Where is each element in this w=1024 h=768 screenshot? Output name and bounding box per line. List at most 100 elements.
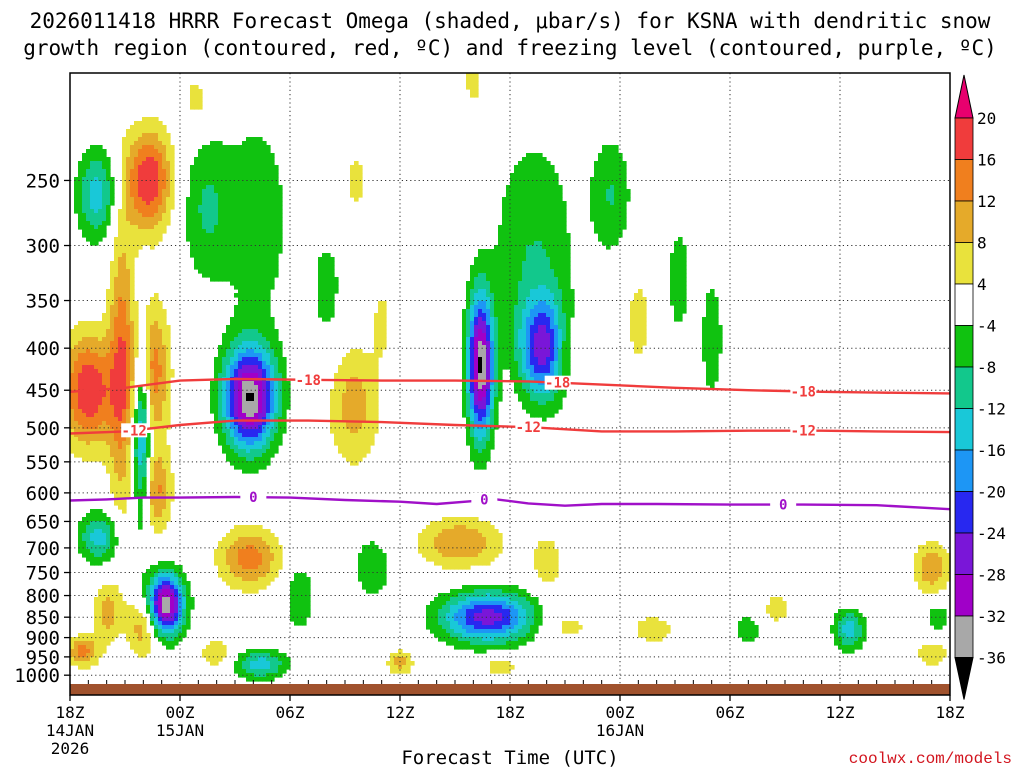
- omega-cell: [494, 309, 499, 314]
- omega-cell: [514, 341, 519, 346]
- omega-cell: [546, 285, 551, 290]
- omega-cell: [226, 185, 231, 190]
- omega-cell: [274, 261, 279, 266]
- omega-cell: [562, 225, 567, 230]
- omega-cell: [230, 397, 235, 402]
- omega-cell: [134, 137, 139, 142]
- omega-cell: [254, 189, 259, 194]
- omega-cell: [542, 385, 547, 390]
- omega-cell: [610, 189, 615, 194]
- omega-cell: [542, 205, 547, 210]
- omega-cell: [718, 349, 723, 354]
- omega-cell: [338, 373, 343, 378]
- omega-cell: [526, 317, 531, 322]
- omega-cell: [562, 209, 567, 214]
- omega-cell: [542, 249, 547, 254]
- omega-cell: [82, 397, 87, 402]
- omega-cell: [218, 409, 223, 414]
- omega-cell: [78, 225, 83, 230]
- omega-cell: [258, 273, 263, 278]
- omega-cell: [262, 325, 267, 330]
- omega-cell: [546, 253, 551, 258]
- omega-cell: [502, 261, 507, 266]
- omega-cell: [86, 165, 91, 170]
- omega-cell: [522, 193, 527, 198]
- omega-cell: [98, 161, 103, 166]
- omega-cell: [546, 293, 551, 298]
- omega-cell: [98, 177, 103, 182]
- omega-cell: [334, 289, 339, 294]
- omega-cell: [190, 173, 195, 178]
- omega-cell: [214, 249, 219, 254]
- omega-cell: [270, 345, 275, 350]
- omega-cell: [106, 333, 111, 338]
- omega-cell: [94, 425, 99, 430]
- omega-cell: [478, 317, 483, 322]
- omega-cell: [542, 377, 547, 382]
- omega-cell: [550, 297, 555, 302]
- omega-cell: [470, 353, 475, 358]
- omega-cell: [158, 373, 163, 378]
- omega-cell: [498, 245, 503, 250]
- omega-cell: [206, 225, 211, 230]
- omega-cell: [70, 385, 75, 390]
- omega-cell: [158, 357, 163, 362]
- omega-cell: [606, 229, 611, 234]
- omega-cell: [102, 169, 107, 174]
- omega-cell: [214, 217, 219, 222]
- omega-cell: [198, 237, 203, 242]
- omega-cell: [90, 377, 95, 382]
- omega-cell: [210, 409, 215, 414]
- omega-cell: [254, 409, 259, 414]
- omega-cell: [138, 245, 143, 250]
- omega-cell: [166, 161, 171, 166]
- omega-cell: [470, 385, 475, 390]
- omega-cell: [226, 201, 231, 206]
- omega-cell: [258, 401, 263, 406]
- omega-cell: [282, 365, 287, 370]
- omega-cell: [710, 373, 715, 378]
- omega-cell: [558, 217, 563, 222]
- omega-cell: [230, 361, 235, 366]
- omega-cell: [514, 301, 519, 306]
- omega-cell: [602, 233, 607, 238]
- omega-cell: [126, 149, 131, 154]
- omega-cell: [486, 257, 491, 262]
- omega-cell: [130, 277, 135, 282]
- omega-cell: [162, 177, 167, 182]
- omega-cell: [622, 209, 627, 214]
- omega-cell: [242, 181, 247, 186]
- omega-cell: [86, 349, 91, 354]
- omega-cell: [494, 289, 499, 294]
- omega-cell: [370, 365, 375, 370]
- omega-cell: [262, 425, 267, 430]
- omega-cell: [94, 397, 99, 402]
- omega-cell: [234, 365, 239, 370]
- omega-cell: [502, 265, 507, 270]
- omega-cell: [278, 221, 283, 226]
- omega-cell: [514, 237, 519, 242]
- omega-cell: [122, 201, 127, 206]
- omega-cell: [150, 393, 155, 398]
- omega-cell: [350, 405, 355, 410]
- omega-cell: [254, 169, 259, 174]
- omega-cell: [126, 321, 131, 326]
- omega-cell: [226, 353, 231, 358]
- omega-cell: [158, 413, 163, 418]
- omega-cell: [506, 269, 511, 274]
- omega-cell: [202, 257, 207, 262]
- omega-cell: [122, 185, 127, 190]
- omega-cell: [602, 229, 607, 234]
- omega-cell: [154, 153, 159, 158]
- omega-cell: [194, 213, 199, 218]
- omega-cell: [118, 341, 123, 346]
- omega-cell: [382, 345, 387, 350]
- omega-cell: [214, 273, 219, 278]
- omega-cell: [490, 409, 495, 414]
- omega-cell: [354, 425, 359, 430]
- omega-cell: [482, 345, 487, 350]
- omega-cell: [270, 389, 275, 394]
- omega-cell: [678, 297, 683, 302]
- omega-cell: [534, 281, 539, 286]
- omega-cell: [250, 161, 255, 166]
